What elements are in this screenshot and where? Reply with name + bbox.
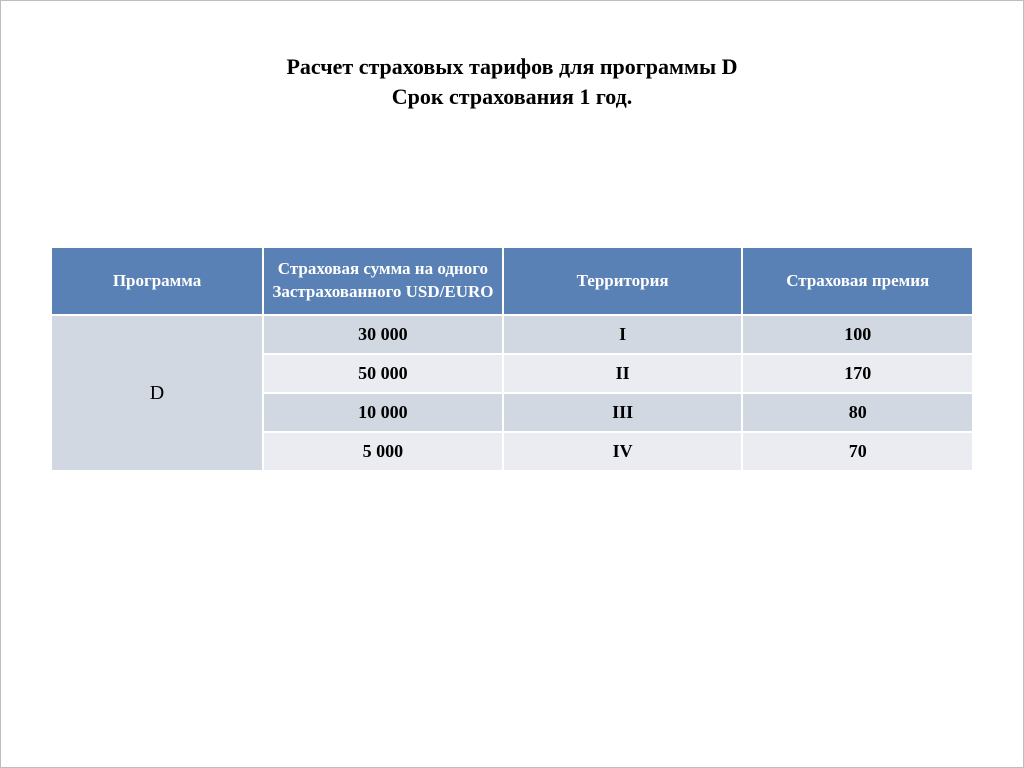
cell-sum: 10 000 [263, 393, 503, 432]
tariff-table-container: Программа Страховая сумма на одного Заст… [50, 246, 974, 472]
cell-territory: IV [503, 432, 743, 471]
cell-territory: III [503, 393, 743, 432]
cell-sum: 50 000 [263, 354, 503, 393]
cell-premium: 170 [742, 354, 973, 393]
col-header-premium: Страховая премия [742, 247, 973, 315]
title-line-1: Расчет страховых тарифов для программы D [0, 52, 1024, 82]
cell-premium: 100 [742, 315, 973, 354]
col-header-program: Программа [51, 247, 263, 315]
title-line-2: Срок страхования 1 год. [0, 82, 1024, 112]
table-header-row: Программа Страховая сумма на одного Заст… [51, 247, 973, 315]
cell-sum: 30 000 [263, 315, 503, 354]
table-row: D 30 000 I 100 [51, 315, 973, 354]
cell-program: D [51, 315, 263, 471]
tariff-table: Программа Страховая сумма на одного Заст… [50, 246, 974, 472]
cell-sum: 5 000 [263, 432, 503, 471]
cell-premium: 70 [742, 432, 973, 471]
col-header-territory: Территория [503, 247, 743, 315]
cell-premium: 80 [742, 393, 973, 432]
cell-territory: II [503, 354, 743, 393]
slide-title: Расчет страховых тарифов для программы D… [0, 0, 1024, 111]
col-header-sum: Страховая сумма на одного Застрахованног… [263, 247, 503, 315]
cell-territory: I [503, 315, 743, 354]
